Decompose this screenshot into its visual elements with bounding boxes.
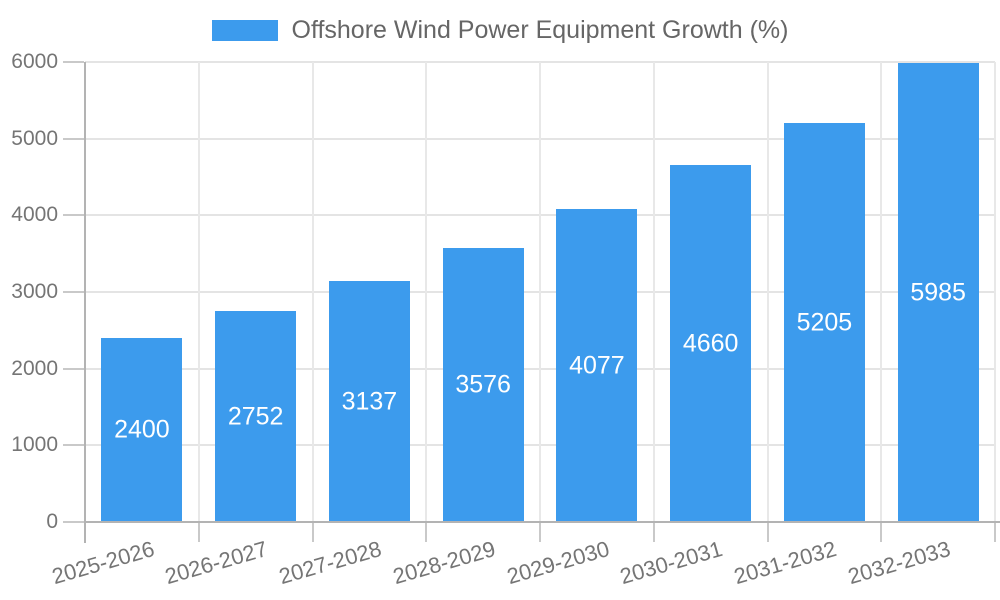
v-gridline (652, 62, 655, 522)
y-tick-label: 0 (46, 510, 58, 533)
x-tick-label: 2025-2026 (48, 536, 157, 590)
y-tick-label: 2000 (11, 356, 58, 380)
x-tick-label: 2027-2028 (276, 536, 385, 590)
v-gridline (197, 62, 200, 522)
v-gridline (994, 62, 996, 522)
x-tick-mark (197, 523, 200, 542)
bar[interactable]: 3576 (442, 248, 524, 522)
bar-value-label: 3137 (341, 387, 398, 415)
y-tick-label: 6000 (11, 50, 58, 73)
x-tick-mark (652, 523, 655, 542)
bar-value-label: 4077 (569, 351, 625, 379)
v-gridline (766, 62, 769, 522)
bar-value-label: 5205 (796, 308, 853, 336)
y-tick-mark (63, 137, 84, 140)
y-tick-label: 1000 (11, 433, 58, 457)
x-tick-label: 2028-2029 (389, 536, 499, 590)
y-tick-mark (63, 291, 84, 293)
v-gridline (880, 62, 883, 522)
x-tick-label: 2026-2027 (162, 536, 271, 590)
legend-swatch (211, 19, 278, 41)
y-tick-label: 3000 (11, 280, 58, 303)
bar[interactable]: 5205 (783, 123, 865, 522)
y-tick-mark (63, 61, 84, 63)
v-gridline (311, 62, 314, 522)
legend-label: Offshore Wind Power Equipment Growth (%) (291, 16, 789, 44)
bar-value-label: 2400 (114, 415, 170, 444)
bar-value-label: 3576 (455, 370, 511, 399)
bar-value-label: 2752 (227, 402, 284, 430)
bar[interactable]: 3137 (328, 281, 410, 522)
x-tick-mark (880, 523, 883, 542)
x-tick-mark (766, 523, 769, 542)
bar[interactable]: 4077 (556, 209, 638, 522)
x-tick-mark (311, 523, 314, 542)
bar[interactable]: 2400 (101, 338, 183, 522)
y-tick-mark (63, 214, 84, 217)
x-tick-label: 2029-2030 (503, 536, 612, 590)
y-tick-label: 5000 (11, 126, 58, 150)
bar[interactable]: 2752 (215, 311, 297, 522)
v-gridline (425, 62, 428, 522)
y-tick-label: 4000 (11, 203, 58, 227)
bar-value-label: 4660 (682, 329, 739, 357)
x-tick-mark (539, 523, 541, 542)
y-tick-mark (63, 444, 84, 447)
bar[interactable]: 5985 (897, 63, 979, 522)
v-gridline (539, 62, 541, 522)
x-axis-line (84, 521, 1000, 523)
y-tick-mark (63, 521, 84, 523)
bar-value-label: 5985 (910, 278, 966, 306)
x-tick-label: 2031-2032 (731, 536, 840, 590)
x-tick-label: 2032-2033 (844, 536, 954, 590)
chart-legend[interactable]: Offshore Wind Power Equipment Growth (%) (0, 16, 1000, 44)
x-tick-mark (425, 523, 428, 542)
x-tick-label: 2030-2031 (617, 536, 726, 590)
y-axis-line (84, 62, 86, 543)
bar[interactable]: 4660 (670, 165, 752, 522)
x-tick-mark (994, 523, 996, 542)
y-tick-mark (63, 367, 84, 370)
